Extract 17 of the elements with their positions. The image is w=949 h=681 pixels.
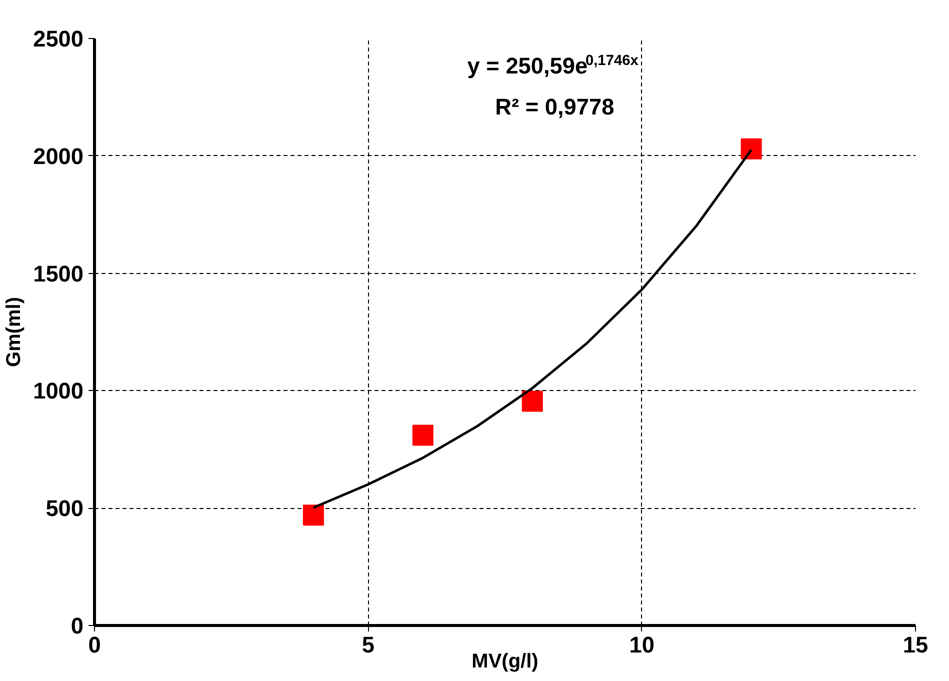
y-axis-title: Gm(ml) bbox=[3, 297, 26, 367]
x-tick-label: 15 bbox=[902, 632, 928, 658]
x-tick-label: 5 bbox=[362, 632, 374, 658]
x-tick-label: 0 bbox=[88, 632, 101, 658]
y-tick-label: 2500 bbox=[33, 26, 84, 52]
point bbox=[412, 424, 434, 446]
y-tick-label: 500 bbox=[46, 495, 84, 522]
point bbox=[522, 390, 543, 412]
point bbox=[302, 504, 324, 526]
point bbox=[740, 138, 762, 160]
y-tick-label: 1500 bbox=[33, 260, 84, 286]
x-tick-label: 10 bbox=[629, 632, 654, 658]
y-tick-label: 2000 bbox=[33, 142, 84, 169]
annotation: R² = 0,9778 bbox=[495, 94, 614, 120]
y-tick-label: 1000 bbox=[33, 378, 84, 404]
y-tick-label: 0 bbox=[70, 612, 84, 638]
x-axis-title: MV(g/l) bbox=[472, 650, 538, 672]
